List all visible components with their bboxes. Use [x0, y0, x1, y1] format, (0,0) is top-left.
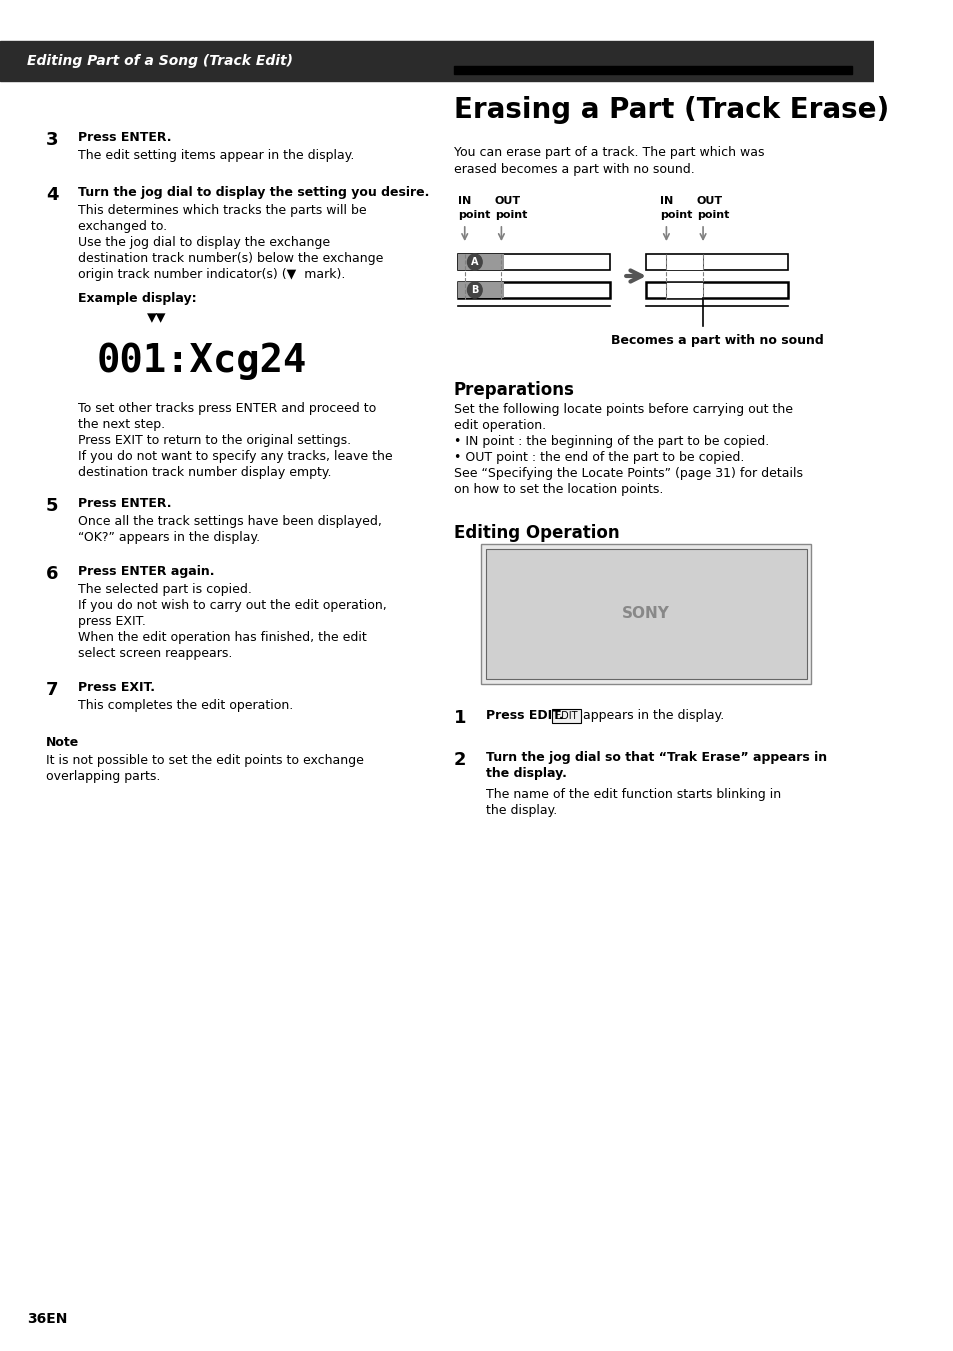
- Text: A: A: [471, 257, 478, 267]
- Text: Turn the jog dial so that “Trak Erase” appears in: Turn the jog dial so that “Trak Erase” a…: [485, 751, 826, 765]
- Text: This determines which tracks the parts will be: This determines which tracks the parts w…: [78, 204, 366, 218]
- Text: Editing Part of a Song (Track Edit): Editing Part of a Song (Track Edit): [28, 54, 294, 68]
- Text: This completes the edit operation.: This completes the edit operation.: [78, 698, 293, 712]
- Circle shape: [467, 254, 481, 270]
- Text: If you do not want to specify any tracks, leave the: If you do not want to specify any tracks…: [78, 450, 392, 463]
- Text: point: point: [495, 209, 527, 220]
- Text: erased becomes a part with no sound.: erased becomes a part with no sound.: [454, 163, 694, 176]
- Text: origin track number indicator(s) (▼  mark).: origin track number indicator(s) (▼ mark…: [78, 267, 345, 281]
- Text: overlapping parts.: overlapping parts.: [46, 770, 160, 784]
- Text: IN: IN: [457, 196, 471, 205]
- Text: 6: 6: [46, 565, 58, 584]
- Text: exchanged to.: exchanged to.: [78, 220, 167, 232]
- Text: Note: Note: [46, 736, 79, 748]
- Text: OUT: OUT: [696, 196, 722, 205]
- Text: It is not possible to set the edit points to exchange: It is not possible to set the edit point…: [46, 754, 363, 767]
- Bar: [457, 254, 503, 270]
- Text: Turn the jog dial to display the setting you desire.: Turn the jog dial to display the setting…: [78, 186, 429, 199]
- Bar: [485, 549, 806, 680]
- Text: select screen reappears.: select screen reappears.: [78, 647, 232, 661]
- Text: Use the jog dial to display the exchange: Use the jog dial to display the exchange: [78, 236, 330, 249]
- Text: The name of the edit function starts blinking in: The name of the edit function starts bli…: [485, 788, 781, 801]
- Text: edit operation.: edit operation.: [454, 419, 545, 432]
- Bar: [457, 282, 609, 299]
- Text: point: point: [659, 209, 692, 220]
- Text: Erasing a Part (Track Erase): Erasing a Part (Track Erase): [454, 96, 888, 124]
- Text: the display.: the display.: [485, 767, 566, 780]
- Text: point: point: [696, 209, 728, 220]
- Bar: [457, 282, 503, 299]
- Text: Once all the track settings have been displayed,: Once all the track settings have been di…: [78, 515, 381, 528]
- Text: on how to set the location points.: on how to set the location points.: [454, 484, 662, 496]
- Text: 3: 3: [46, 131, 58, 149]
- Text: Preparations: Preparations: [454, 381, 574, 399]
- Text: Editing Operation: Editing Operation: [454, 524, 618, 542]
- Text: To set other tracks press ENTER and proceed to: To set other tracks press ENTER and proc…: [78, 403, 375, 415]
- Text: • IN point : the beginning of the part to be copied.: • IN point : the beginning of the part t…: [454, 435, 768, 449]
- Text: When the edit operation has finished, the edit: When the edit operation has finished, th…: [78, 631, 366, 644]
- Text: 4: 4: [46, 186, 58, 204]
- Text: IN: IN: [659, 196, 673, 205]
- Text: Press ENTER again.: Press ENTER again.: [78, 565, 214, 578]
- Text: Press EXIT.: Press EXIT.: [78, 681, 154, 694]
- Text: the display.: the display.: [485, 804, 557, 817]
- Text: OUT: OUT: [495, 196, 520, 205]
- Bar: [454, 66, 852, 74]
- Text: The edit setting items appear in the display.: The edit setting items appear in the dis…: [78, 149, 354, 162]
- Text: the next step.: the next step.: [78, 417, 165, 431]
- Text: 001:Xcg24: 001:Xcg24: [96, 342, 306, 380]
- Bar: [551, 709, 580, 723]
- Text: • OUT point : the end of the part to be copied.: • OUT point : the end of the part to be …: [454, 451, 743, 463]
- Text: B: B: [471, 285, 478, 295]
- Circle shape: [467, 282, 481, 299]
- Bar: [666, 282, 702, 299]
- Text: destination track number display empty.: destination track number display empty.: [78, 466, 331, 480]
- Text: destination track number(s) below the exchange: destination track number(s) below the ex…: [78, 253, 383, 265]
- Text: press EXIT.: press EXIT.: [78, 615, 146, 628]
- Text: EDIT: EDIT: [555, 711, 578, 721]
- Text: Set the following locate points before carrying out the: Set the following locate points before c…: [454, 403, 792, 416]
- Text: 36EN: 36EN: [28, 1312, 68, 1325]
- Bar: [480, 544, 810, 684]
- Text: appears in the display.: appears in the display.: [582, 709, 723, 721]
- Text: ▾▾: ▾▾: [147, 308, 166, 327]
- Text: point: point: [457, 209, 490, 220]
- Text: You can erase part of a track. The part which was: You can erase part of a track. The part …: [454, 146, 763, 159]
- Bar: [457, 254, 609, 270]
- Text: Press ENTER.: Press ENTER.: [78, 131, 172, 145]
- Text: 1: 1: [454, 709, 466, 727]
- Text: If you do not wish to carry out the edit operation,: If you do not wish to carry out the edit…: [78, 598, 386, 612]
- Text: “OK?” appears in the display.: “OK?” appears in the display.: [78, 531, 260, 544]
- Text: 7: 7: [46, 681, 58, 698]
- Text: Press EXIT to return to the original settings.: Press EXIT to return to the original set…: [78, 434, 351, 447]
- Bar: [666, 254, 702, 270]
- Text: The selected part is copied.: The selected part is copied.: [78, 584, 252, 596]
- Text: Press ENTER.: Press ENTER.: [78, 497, 172, 509]
- Text: Press EDIT.: Press EDIT.: [485, 709, 563, 721]
- Text: See “Specifying the Locate Points” (page 31) for details: See “Specifying the Locate Points” (page…: [454, 467, 801, 480]
- Text: Becomes a part with no sound: Becomes a part with no sound: [610, 334, 822, 347]
- Text: 2: 2: [454, 751, 466, 769]
- Bar: [645, 282, 787, 299]
- Bar: [0, 41, 874, 81]
- Text: 5: 5: [46, 497, 58, 515]
- Bar: [645, 254, 787, 270]
- Text: SONY: SONY: [621, 607, 669, 621]
- Text: Example display:: Example display:: [78, 292, 196, 305]
